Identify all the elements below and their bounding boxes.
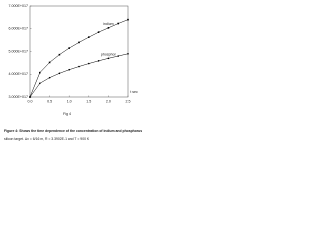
x-tick-label: 1.5 [86,99,91,103]
point [68,68,70,71]
chart: t sec Fig 4 Figure 4: Shows the time dep… [4,4,142,141]
page: t sec Fig 4 Figure 4: Shows the time dep… [0,0,150,150]
point [78,41,80,44]
y-tick-label: 7.000E+017 [9,4,29,8]
y-tick-label: 4.000E+017 [9,72,29,76]
point [58,72,61,75]
y-tick-label: 3.000E+017 [9,95,29,99]
x-tick-label: 1.0 [67,99,72,103]
point [88,62,90,65]
point [29,96,31,98]
point [97,60,100,62]
point [88,36,90,38]
series-line [29,53,129,98]
x-tick-label: 2.0 [106,99,111,103]
point [117,55,119,57]
x-tick-label: 2.5 [126,99,131,103]
series-label: indium [103,22,114,26]
caption-line: silicon target. Δx = 6/16 m, R = 3.3902E… [4,137,90,141]
x-axis-label: t sec [130,90,138,94]
point [127,52,129,55]
point [48,76,51,79]
point [107,57,110,60]
point [48,61,51,64]
point [78,65,80,68]
series-line [29,19,129,98]
point [68,47,70,49]
point [117,22,119,25]
point [58,53,61,56]
y-tick-label: 6.000E+017 [9,27,29,31]
point [39,71,41,74]
series-label: phosphor [101,52,117,56]
figure-label: Fig 4 [63,112,71,116]
x-tick-label: 0.5 [47,99,52,103]
y-tick-label: 5.000E+017 [9,49,29,53]
point [97,31,100,33]
caption-line: Figure 4: Shows the time dependence of t… [4,129,142,133]
x-tick-label: 0.0 [28,99,33,103]
point [39,82,41,85]
point [107,27,110,29]
point [127,18,129,21]
